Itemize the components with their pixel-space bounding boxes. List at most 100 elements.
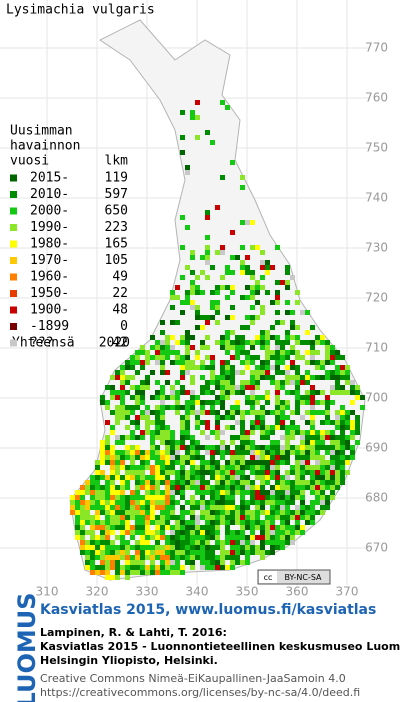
- occurrence-square: [315, 495, 320, 500]
- occurrence-square: [150, 515, 155, 520]
- occurrence-square: [190, 495, 195, 500]
- occurrence-square: [160, 565, 165, 570]
- occurrence-square: [175, 445, 180, 450]
- occurrence-square: [260, 460, 265, 465]
- occurrence-square: [180, 480, 185, 485]
- occurrence-square: [295, 375, 300, 380]
- occurrence-square: [135, 470, 140, 475]
- occurrence-square: [200, 430, 205, 435]
- occurrence-square: [295, 325, 300, 330]
- occurrence-square: [115, 570, 120, 575]
- occurrence-square: [210, 475, 215, 480]
- occurrence-square: [145, 410, 150, 415]
- occurrence-square: [225, 450, 230, 455]
- occurrence-square: [190, 305, 195, 310]
- occurrence-square: [120, 385, 125, 390]
- occurrence-square: [190, 460, 195, 465]
- occurrence-square: [355, 440, 360, 445]
- occurrence-square: [195, 350, 200, 355]
- occurrence-square: [115, 565, 120, 570]
- occurrence-square: [185, 340, 190, 345]
- occurrence-square: [240, 350, 245, 355]
- occurrence-square: [255, 485, 260, 490]
- occurrence-square: [180, 520, 185, 525]
- occurrence-square: [165, 550, 170, 555]
- occurrence-square: [140, 555, 145, 560]
- occurrence-square: [240, 175, 245, 180]
- occurrence-square: [260, 305, 265, 310]
- occurrence-square: [305, 505, 310, 510]
- occurrence-square: [225, 540, 230, 545]
- occurrence-square: [85, 520, 90, 525]
- occurrence-square: [185, 415, 190, 420]
- occurrence-square: [185, 470, 190, 475]
- occurrence-square: [170, 320, 175, 325]
- occurrence-square: [220, 520, 225, 525]
- occurrence-square: [235, 560, 240, 565]
- legend-year: 2015-: [30, 171, 69, 186]
- occurrence-square: [225, 480, 230, 485]
- occurrence-square: [250, 425, 255, 430]
- occurrence-square: [125, 470, 130, 475]
- occurrence-square: [275, 280, 280, 285]
- occurrence-square: [220, 555, 225, 560]
- occurrence-square: [225, 345, 230, 350]
- occurrence-square: [220, 395, 225, 400]
- occurrence-square: [335, 385, 340, 390]
- occurrence-square: [145, 475, 150, 480]
- occurrence-square: [150, 520, 155, 525]
- legend-swatch: [10, 339, 17, 347]
- atlas-link[interactable]: Kasviatlas 2015, www.luomus.fi/kasviatla…: [40, 602, 376, 618]
- occurrence-square: [155, 550, 160, 555]
- occurrence-square: [275, 545, 280, 550]
- occurrence-square: [245, 435, 250, 440]
- occurrence-square: [260, 410, 265, 415]
- occurrence-square: [220, 550, 225, 555]
- legend-year: 1980-: [30, 237, 69, 252]
- occurrence-square: [335, 435, 340, 440]
- occurrence-square: [165, 380, 170, 385]
- occurrence-square: [115, 525, 120, 530]
- license-url[interactable]: https://creativecommons.org/licenses/by-…: [40, 686, 360, 699]
- occurrence-square: [235, 350, 240, 355]
- occurrence-square: [105, 550, 110, 555]
- occurrence-square: [220, 375, 225, 380]
- occurrence-square: [285, 460, 290, 465]
- occurrence-square: [150, 445, 155, 450]
- occurrence-square: [280, 505, 285, 510]
- occurrence-square: [215, 395, 220, 400]
- occurrence-square: [275, 460, 280, 465]
- occurrence-square: [150, 465, 155, 470]
- occurrence-square: [310, 420, 315, 425]
- occurrence-square: [150, 435, 155, 440]
- occurrence-square: [280, 435, 285, 440]
- occurrence-square: [290, 480, 295, 485]
- occurrence-square: [290, 450, 295, 455]
- occurrence-square: [200, 410, 205, 415]
- occurrence-square: [270, 495, 275, 500]
- occurrence-square: [185, 165, 190, 170]
- occurrence-square: [110, 485, 115, 490]
- occurrence-square: [280, 485, 285, 490]
- occurrence-square: [280, 545, 285, 550]
- occurrence-square: [155, 340, 160, 345]
- occurrence-square: [115, 405, 120, 410]
- occurrence-square: [165, 430, 170, 435]
- occurrence-square: [90, 500, 95, 505]
- occurrence-square: [100, 400, 105, 405]
- occurrence-square: [325, 410, 330, 415]
- occurrence-square: [265, 265, 270, 270]
- occurrence-square: [315, 350, 320, 355]
- occurrence-square: [195, 310, 200, 315]
- occurrence-square: [135, 515, 140, 520]
- occurrence-square: [205, 470, 210, 475]
- occurrence-square: [270, 525, 275, 530]
- occurrence-square: [220, 430, 225, 435]
- occurrence-square: [230, 355, 235, 360]
- occurrence-square: [160, 360, 165, 365]
- occurrence-square: [270, 350, 275, 355]
- occurrence-square: [195, 520, 200, 525]
- occurrence-square: [320, 500, 325, 505]
- occurrence-square: [185, 430, 190, 435]
- occurrence-square: [150, 560, 155, 565]
